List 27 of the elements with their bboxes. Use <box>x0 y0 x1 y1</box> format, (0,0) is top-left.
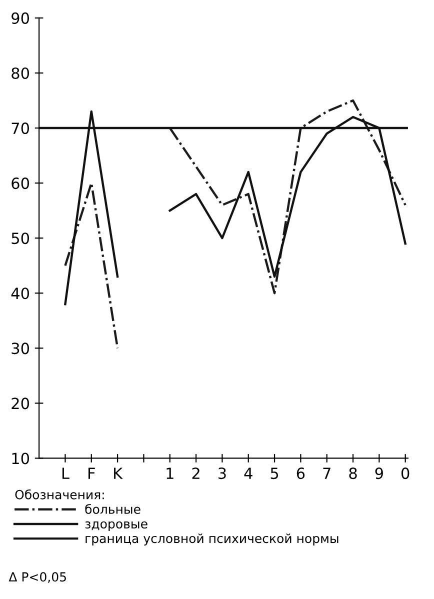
y-tick-label: 90 <box>12 12 30 24</box>
x-tick-label: 6 <box>296 468 305 480</box>
x-tick-label: 3 <box>218 468 226 480</box>
y-tick-label: 20 <box>12 398 30 410</box>
y-tick-label: 80 <box>12 67 30 80</box>
x-tick-label: 1 <box>166 468 174 479</box>
x-tick-label: 2 <box>192 468 200 479</box>
x-tick-label: 8 <box>349 468 357 480</box>
y-tick-label: 70 <box>12 122 30 134</box>
text: Δ P<0,05 <box>8 572 66 583</box>
x-tick-label: 5 <box>270 468 278 480</box>
y-tick-label: 60 <box>12 178 30 190</box>
x-tick-label: L <box>62 468 70 479</box>
legend-label: больные <box>85 504 140 514</box>
y-tick-label: 10 <box>12 452 30 464</box>
x-tick-label: F <box>88 468 95 479</box>
y-tick-label: 50 <box>12 232 30 244</box>
legend-label: здоровые <box>85 521 148 531</box>
x-tick-label: 9 <box>375 468 383 480</box>
x-tick-label: 7 <box>323 468 330 479</box>
y-tick-label: 30 <box>12 342 30 354</box>
legend-label: граница условной психической нормы <box>86 534 338 546</box>
x-tick-label: 4 <box>244 468 252 479</box>
y-tick-label: 40 <box>11 288 30 300</box>
legend-title: Обозначения: <box>15 489 104 500</box>
x-tick-label: K <box>114 468 123 479</box>
x-tick-label: 0 <box>401 468 410 480</box>
